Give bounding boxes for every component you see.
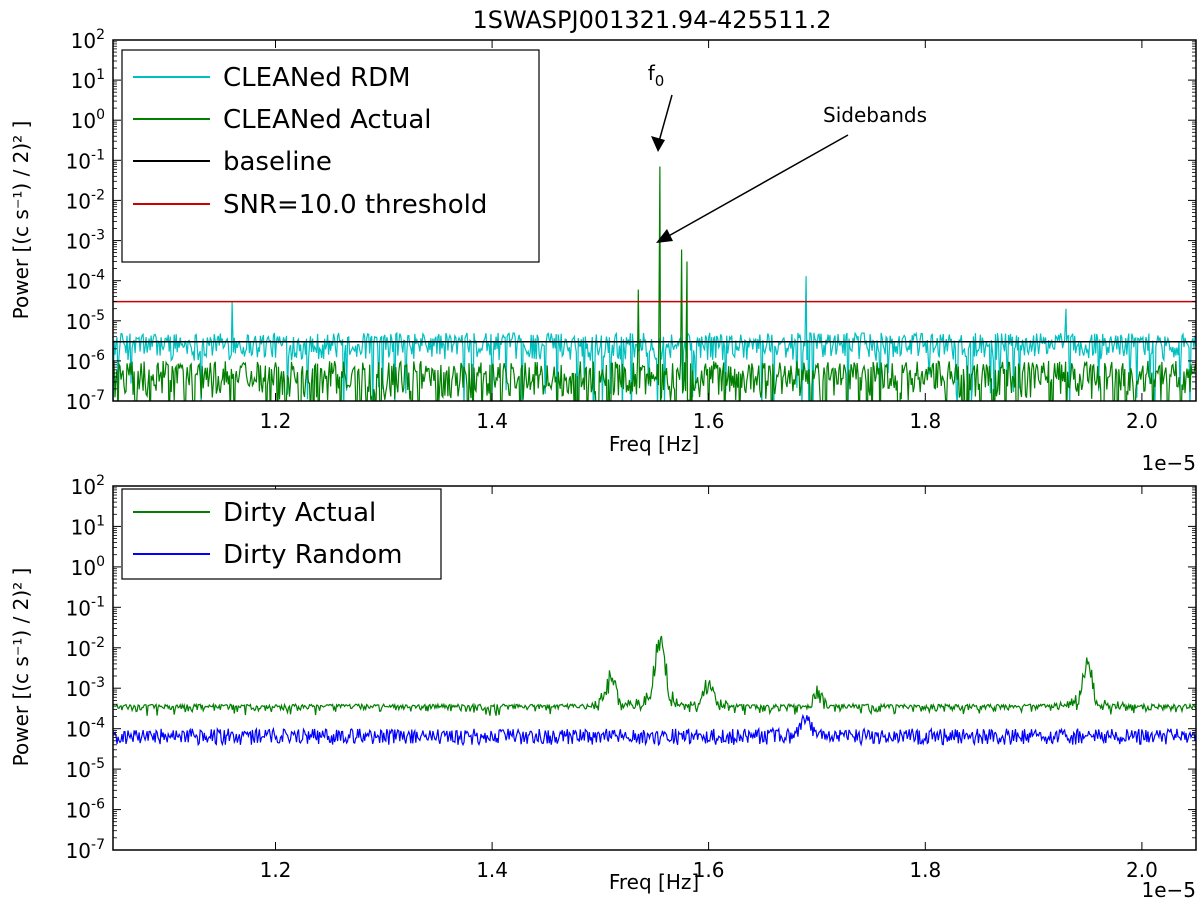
y-tick-label: 100 (71, 554, 105, 580)
chart-title: 1SWASPJ001321.94-425511.2 (472, 6, 831, 34)
top-axes-frame (112, 39, 1197, 402)
y-tick-label: 10-5 (66, 308, 105, 334)
bottom-plot-area (113, 635, 1196, 747)
y-tick-label: 10-6 (66, 797, 106, 823)
bottom-x-offset-label: 1e−5 (1141, 878, 1196, 900)
y-tick-label: 101 (71, 513, 105, 539)
y-tick-label: 10-3 (66, 228, 105, 254)
x-tick-label: 1.8 (909, 409, 941, 433)
x-tick-label: 2.0 (1126, 858, 1158, 882)
bottom-axes-frame (112, 485, 1197, 851)
bottom-xlabel: Freq [Hz] (609, 870, 699, 894)
x-tick-label: 1.2 (260, 409, 292, 433)
top-ticks: 1.2 1.4 1.6 1.8 2.0 10-7 10-6 10-5 10-4 10-3 10-2 1… (66, 27, 1196, 433)
x-tick-label: 1.2 (260, 858, 292, 882)
x-tick-label: 1.4 (476, 409, 508, 433)
y-tick-label: 100 (71, 107, 105, 133)
bottom-legend: Dirty Actual Dirty Random (121, 488, 442, 580)
top-legend: CLEANed RDM CLEANed Actual baseline SNR=… (121, 49, 540, 263)
annotation-sidebands-arrowhead (656, 229, 673, 243)
y-tick-label: 10-1 (66, 594, 105, 620)
annotation-sidebands: Sidebands (656, 103, 927, 243)
y-tick-label: 10-6 (66, 348, 106, 374)
legend-label-dirty-random: Dirty Random (223, 540, 402, 570)
y-tick-label: 10-3 (66, 675, 105, 701)
top-panel: 1.2 1.4 1.6 1.8 2.0 10-7 10-6 10-5 10-4 10-3 10-2 1… (9, 27, 1197, 475)
legend-label-cleaned-rdm: CLEANed RDM (223, 63, 411, 93)
legend-label-baseline: baseline (223, 147, 332, 177)
top-x-offset-label: 1e−5 (1141, 451, 1196, 475)
y-tick-label: 101 (71, 67, 105, 93)
top-xlabel: Freq [Hz] (609, 432, 699, 456)
y-tick-label: 10-2 (66, 635, 105, 661)
annotation-f0-label: f0 (648, 61, 665, 90)
y-tick-label: 10-7 (66, 388, 105, 414)
x-tick-label: 1.6 (693, 409, 725, 433)
bottom-panel: 1.2 1.4 1.6 1.8 2.0 10-7 10-6 10-5 10-4 10-3 10-2 1… (9, 473, 1197, 900)
series-cleaned-actual (113, 166, 1196, 401)
series-dirty-actual (113, 635, 1196, 716)
bottom-ylabel: Power [(c s⁻¹) / 2)² ] (9, 568, 33, 767)
legend-label-threshold: SNR=10.0 threshold (223, 190, 487, 220)
y-tick-label: 102 (71, 473, 105, 499)
bottom-legend-box (121, 488, 442, 580)
x-tick-label: 1.4 (476, 858, 508, 882)
legend-label-dirty-actual: Dirty Actual (223, 498, 376, 528)
x-tick-label: 1.6 (693, 858, 725, 882)
annotation-sidebands-arrow (664, 134, 849, 239)
y-tick-label: 10-5 (66, 756, 105, 782)
annotation-sidebands-label: Sidebands (823, 103, 927, 127)
top-plot-area (113, 166, 1196, 401)
series-dirty-random (113, 713, 1196, 747)
annotation-f0-arrow (657, 94, 673, 146)
y-tick-label: 10-4 (66, 716, 106, 742)
annotation-f0-arrowhead (651, 136, 665, 152)
bottom-ticks: 1.2 1.4 1.6 1.8 2.0 10-7 10-6 10-5 10-4 10-3 10-2 1… (66, 473, 1196, 882)
y-tick-label: 10-1 (66, 147, 105, 173)
x-tick-label: 1.8 (909, 858, 941, 882)
top-ylabel: Power [(c s⁻¹) / 2)² ] (9, 121, 33, 320)
legend-label-cleaned-actual: CLEANed Actual (223, 105, 432, 135)
y-tick-label: 10-2 (66, 187, 105, 213)
top-legend-box (121, 49, 540, 263)
x-tick-label: 2.0 (1126, 409, 1158, 433)
series-cleaned-rdm (113, 276, 1196, 401)
y-tick-label: 10-4 (66, 268, 106, 294)
y-tick-label: 10-7 (66, 837, 105, 863)
y-tick-label: 102 (71, 27, 105, 53)
annotation-f0: f0 (648, 61, 673, 152)
